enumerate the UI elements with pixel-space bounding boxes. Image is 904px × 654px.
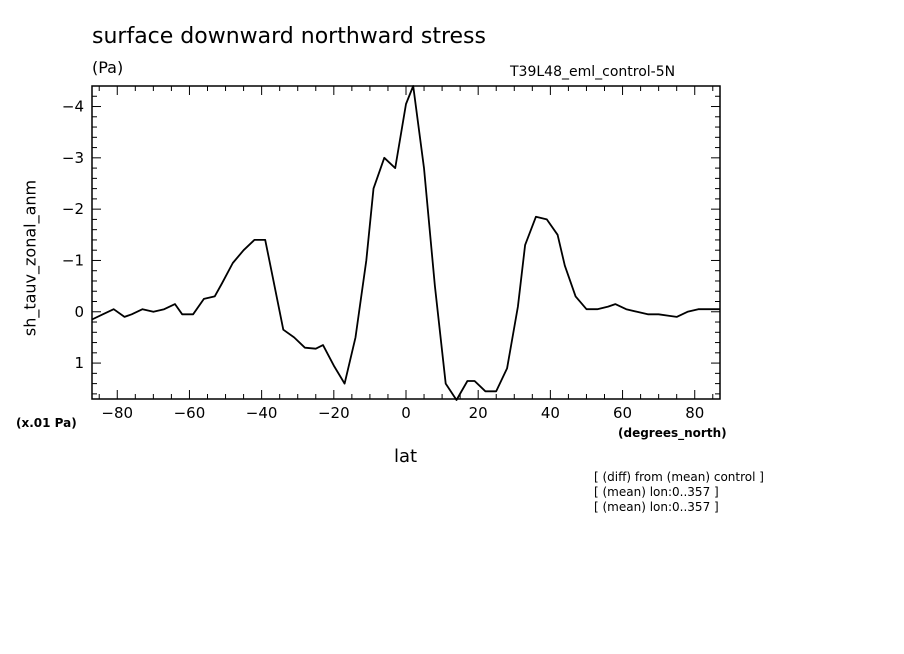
y-tick-label: −1	[62, 251, 84, 269]
x-axis-units: (degrees_north)	[618, 426, 727, 440]
note-line-1: [ (diff) from (mean) control ]	[594, 470, 764, 484]
y-tick-label: 0	[74, 303, 84, 321]
series-line-1	[91, 85, 720, 401]
scale-label: (x.01 Pa)	[16, 416, 77, 430]
x-tick-label: −80	[101, 404, 133, 422]
note-line-3: [ (mean) lon:0..357 ]	[594, 500, 719, 514]
x-tick-label: −20	[318, 404, 350, 422]
chart-title: surface downward northward stress	[92, 24, 486, 49]
notes-block: [ (diff) from (mean) control ] [ (mean) …	[594, 470, 764, 515]
x-tick-label: −60	[174, 404, 206, 422]
y-tick-label: −3	[62, 149, 84, 167]
y-tick-label: 1	[74, 354, 84, 372]
series-layer	[91, 85, 720, 401]
units-label: (Pa)	[92, 58, 124, 77]
x-tick-label: −40	[246, 404, 278, 422]
x-tick-label: 0	[401, 404, 411, 422]
y-tick-label: −2	[62, 200, 84, 218]
x-tick-label: 20	[469, 404, 488, 422]
x-axis-label: lat	[394, 446, 418, 467]
ticks-layer: −80 −60 −40 −20 0 20 40 60 80 −4 −3 −2 −1 0 1	[62, 85, 720, 422]
plot-frame	[91, 85, 721, 400]
run-label: T39L48_eml_control-5N	[510, 64, 676, 80]
x-tick-label: 40	[541, 404, 560, 422]
note-line-2: [ (mean) lon:0..357 ]	[594, 485, 719, 499]
x-tick-label: 80	[685, 404, 704, 422]
y-tick-label: −4	[62, 98, 84, 116]
x-tick-label: 60	[613, 404, 632, 422]
